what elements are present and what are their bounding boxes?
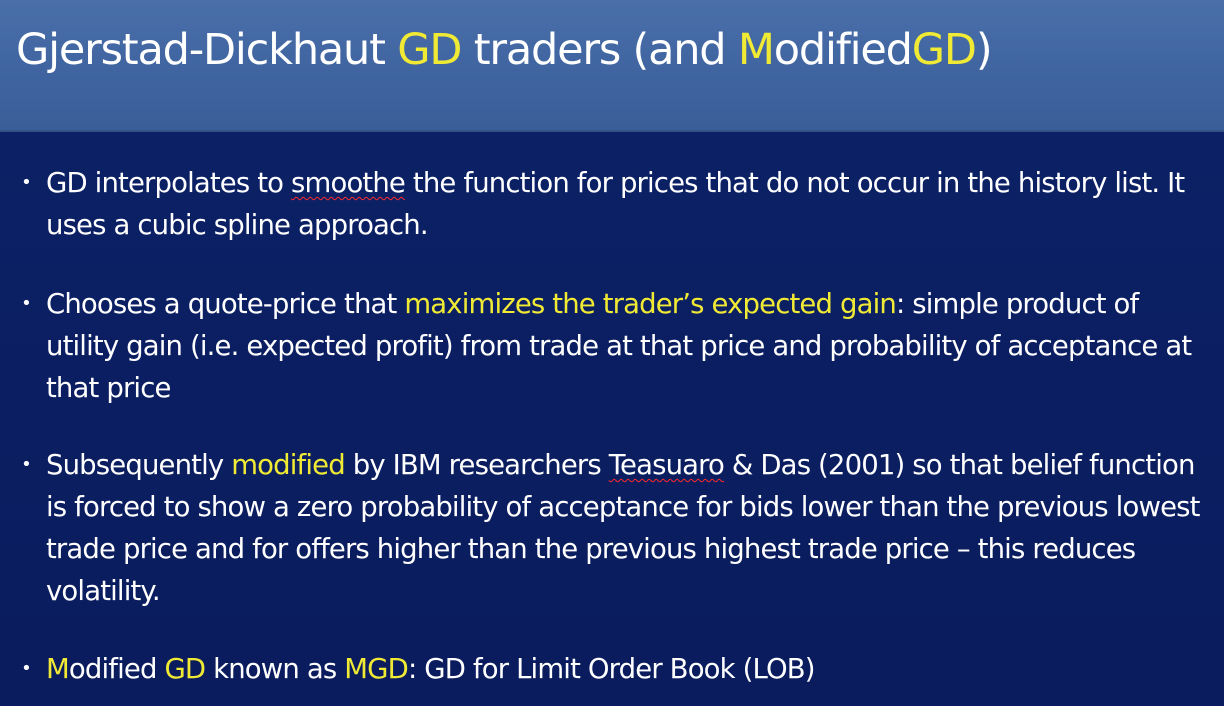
- bullet-text-post: & Das (2001) so that belief function is …: [46, 449, 1200, 607]
- spellcheck-word: smoothe: [291, 167, 406, 199]
- bullet-item-modified: • Subsequently modified by IBM researche…: [21, 444, 1214, 612]
- title-highlight-gd-2: GD: [911, 25, 977, 75]
- bullet-dot: •: [21, 172, 32, 193]
- bullet-item-mgd: • Modified GD known as MGD: GD for Limit…: [21, 648, 1214, 690]
- title-text-modified: odified: [773, 25, 913, 75]
- bullet-item-quote-price: • Chooses a quote-price that maximizes t…: [21, 283, 1214, 409]
- bullet-highlight-gd: GD: [164, 653, 206, 685]
- bullet-highlight: maximizes the trader’s expected gain: [404, 288, 896, 320]
- title-text-pre: Gjerstad-Dickhaut: [16, 25, 398, 75]
- bullet-dot: •: [21, 293, 32, 314]
- bullet-highlight-mgd: MGD: [344, 653, 409, 685]
- bullet-text-post: the function for prices that do not occu…: [46, 167, 1185, 241]
- spellcheck-word: Teasuaro: [608, 449, 725, 481]
- title-highlight-m: M: [737, 25, 775, 75]
- bullet-text-pre: GD interpolates to: [46, 167, 292, 199]
- bullet-text-pre: Chooses a quote-price that: [46, 288, 405, 320]
- bullet-dot: •: [21, 454, 32, 475]
- bullet-text-odified: odified: [68, 653, 165, 685]
- bullet-list: • GD interpolates to smoothe the functio…: [0, 132, 1224, 706]
- title-bar: Gjerstad-Dickhaut GD traders (and Modifi…: [0, 0, 1224, 132]
- bullet-text-known-as: known as: [205, 653, 345, 685]
- bullet-text-post: : GD for Limit Order Book (LOB): [407, 653, 816, 685]
- bullet-dot: •: [21, 658, 32, 679]
- bullet-highlight: modified: [231, 449, 345, 481]
- title-text-post: ): [975, 25, 993, 75]
- bullet-text-post: : simple product of utility gain (i.e. e…: [46, 288, 1192, 404]
- title-highlight-gd: GD: [397, 25, 462, 75]
- slide-title: Gjerstad-Dickhaut GD traders (and Modifi…: [16, 20, 1206, 80]
- bullet-item-interpolation: • GD interpolates to smoothe the functio…: [21, 162, 1214, 246]
- title-text-mid: traders (and: [461, 25, 738, 75]
- bullet-text-pre: Subsequently: [46, 449, 232, 481]
- bullet-highlight-m: M: [46, 653, 70, 685]
- bullet-text-mid: by IBM researchers: [344, 449, 609, 481]
